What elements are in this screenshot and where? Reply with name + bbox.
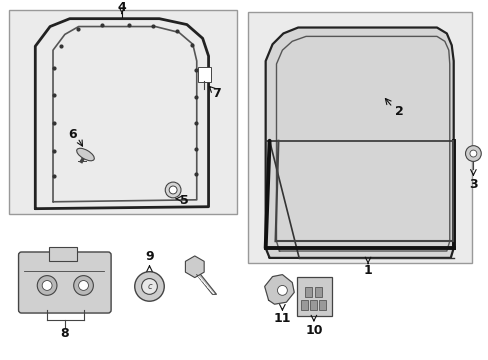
Text: 6: 6	[68, 128, 77, 141]
Text: c: c	[147, 282, 151, 291]
Text: 8: 8	[61, 327, 69, 340]
Circle shape	[277, 285, 287, 295]
Circle shape	[135, 272, 164, 301]
Polygon shape	[265, 27, 453, 258]
Circle shape	[37, 276, 57, 295]
Polygon shape	[264, 275, 294, 304]
FancyBboxPatch shape	[197, 67, 210, 82]
Text: 3: 3	[468, 177, 477, 190]
Circle shape	[465, 146, 480, 161]
FancyBboxPatch shape	[309, 300, 316, 310]
FancyBboxPatch shape	[305, 287, 311, 297]
Text: 4: 4	[117, 1, 126, 14]
FancyBboxPatch shape	[318, 300, 325, 310]
FancyBboxPatch shape	[247, 12, 471, 263]
Circle shape	[169, 186, 177, 194]
Text: 9: 9	[145, 251, 154, 264]
Text: 10: 10	[305, 324, 322, 337]
Circle shape	[42, 280, 52, 291]
FancyBboxPatch shape	[9, 10, 237, 213]
Ellipse shape	[77, 148, 94, 161]
FancyBboxPatch shape	[301, 300, 307, 310]
Text: 11: 11	[273, 312, 290, 325]
Circle shape	[74, 276, 93, 295]
Circle shape	[469, 150, 476, 157]
Circle shape	[142, 279, 157, 294]
Polygon shape	[196, 275, 216, 294]
FancyBboxPatch shape	[49, 247, 77, 261]
Circle shape	[165, 182, 181, 198]
Text: 1: 1	[363, 264, 372, 277]
FancyBboxPatch shape	[19, 252, 111, 313]
Text: 2: 2	[394, 105, 403, 118]
Circle shape	[79, 280, 88, 291]
Text: 7: 7	[212, 87, 221, 100]
Text: 5: 5	[179, 194, 188, 207]
FancyBboxPatch shape	[314, 287, 321, 297]
FancyBboxPatch shape	[297, 276, 331, 316]
